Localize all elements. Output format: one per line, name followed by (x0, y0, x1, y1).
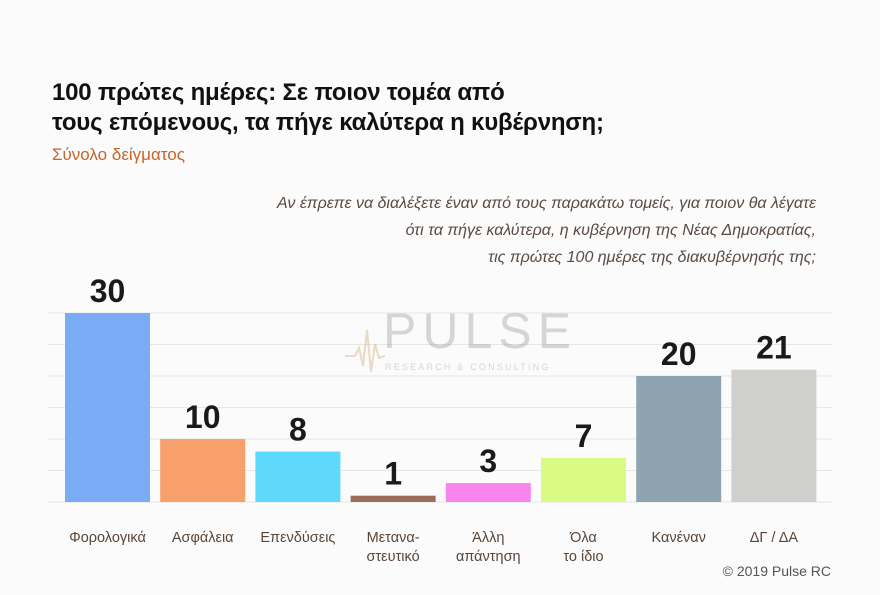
tick-label: ΔΓ / ΔΑ (750, 530, 799, 546)
tick-label-line: το ίδιο (563, 549, 603, 565)
bars (65, 313, 817, 502)
tick-label: Όλα το ίδιο (563, 530, 603, 565)
data-label: 8 (289, 412, 307, 448)
tick-label-line: Φορολογικά (69, 530, 146, 546)
bar (636, 376, 722, 502)
copyright: © 2019 Pulse RC (722, 563, 831, 579)
question-line-1: Αν έπρεπε να διαλέξετε έναν από τους παρ… (276, 195, 816, 212)
bar (731, 369, 817, 502)
tick-label-line: Μετανα- (367, 530, 420, 546)
bar (160, 439, 246, 502)
subtitle: Σύνολο δείγματος (52, 145, 185, 164)
tick-label-line: Άλλη (472, 530, 504, 546)
watermark-logo: PULSE RESEARCH & CONSULTING (345, 303, 571, 378)
title-line-1: 100 πρώτες ημέρες: Σε ποιον τομέα από (52, 79, 505, 106)
tick-label: Κανέναν (651, 530, 705, 546)
pulse-wave-icon (345, 329, 385, 373)
bar (445, 483, 531, 502)
data-label: 1 (384, 456, 402, 492)
bar (65, 313, 150, 502)
value-labels: 30 10 8 1 3 7 20 21 (90, 273, 792, 492)
tick-label: Άλλη απάντηση (456, 530, 521, 565)
watermark-word: PULSE (383, 303, 577, 359)
tick-label-line: ΔΓ / ΔΑ (750, 530, 799, 546)
tick-label-line: Ασφάλεια (172, 530, 234, 546)
question-line-2: ότι τα πήγε καλύτερα, η κυβέρνηση της Νέ… (405, 222, 816, 239)
question-text: Αν έπρεπε να διαλέξετε έναν από τους παρ… (176, 190, 816, 271)
tick-label: Ασφάλεια (172, 530, 234, 546)
data-label: 20 (661, 336, 697, 372)
data-label: 3 (479, 443, 497, 479)
tick-label-line: στευτικό (367, 549, 420, 565)
bar (255, 451, 341, 502)
data-label: 30 (90, 273, 126, 309)
page-title: 100 πρώτες ημέρες: Σε ποιον τομέα από το… (52, 78, 652, 138)
tick-label: Επενδύσεις (260, 530, 335, 546)
data-label: 10 (185, 399, 221, 435)
watermark-subtext: RESEARCH & CONSULTING (385, 362, 551, 372)
bar (350, 495, 436, 502)
tick-label: Μετανα-στευτικό (367, 530, 420, 565)
tick-label: Φορολογικά (69, 530, 146, 546)
tick-label-line: Όλα (569, 530, 597, 546)
title-line-2: τους επόμενους, τα πήγε καλύτερα η κυβέρ… (52, 109, 604, 136)
tick-label-line: Κανέναν (651, 530, 705, 546)
tick-label-line: Επενδύσεις (260, 530, 335, 546)
data-label: 7 (575, 418, 593, 454)
category-labels: Φορολογικά Ασφάλεια Επενδύσεις Μετανα-στευτ… (69, 530, 798, 565)
tick-label-line: απάντηση (456, 549, 521, 565)
bar (541, 457, 626, 502)
question-line-3: τις πρώτες 100 ημέρες της διακυβέρνησής … (488, 249, 816, 266)
data-label: 21 (756, 330, 792, 366)
